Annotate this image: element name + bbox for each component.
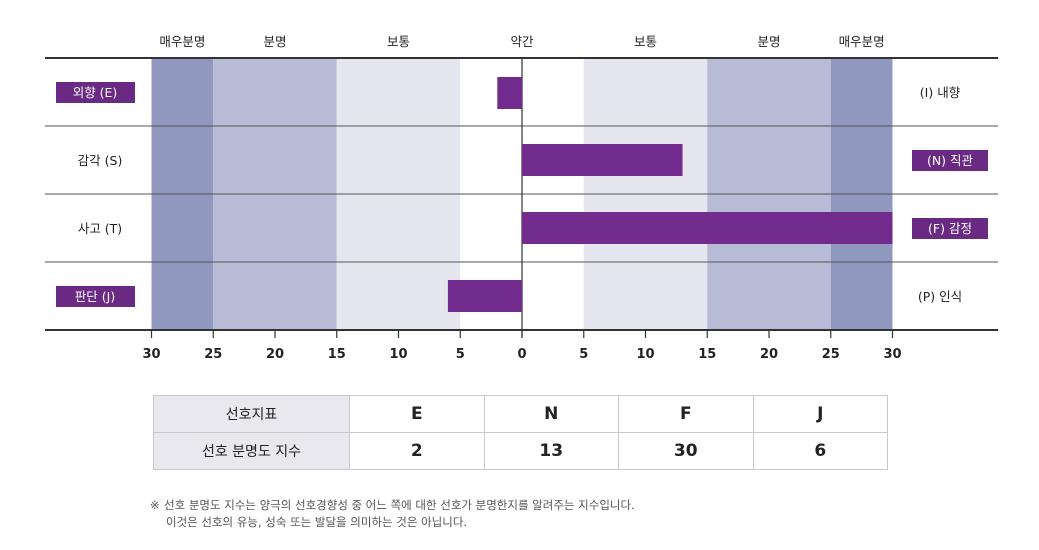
right-label: (F) 감정 [928, 221, 972, 236]
left-label: 판단 (J) [75, 289, 115, 304]
x-tick-label: 25 [822, 347, 840, 362]
x-tick-label: 15 [698, 347, 716, 362]
footnote-text-1: 선호 분명도 지수는 양극의 선호경향성 중 어느 쪽에 대한 선호가 분명한지… [164, 498, 635, 512]
table-cell: 13 [483, 432, 619, 470]
footnote-line-2: 이것은 선호의 유능, 성숙 또는 발달을 의미하는 것은 아닙니다. [166, 515, 468, 529]
left-label: 감각 (S) [78, 153, 123, 168]
table-cell: J [752, 395, 888, 433]
x-tick-label: 10 [636, 347, 654, 362]
footnote-mark: ※ [150, 498, 160, 512]
zone-label: 분명 [263, 34, 286, 49]
right-label-bg [912, 218, 988, 239]
zone-label: 매우분명 [839, 34, 885, 49]
x-tick-label: 20 [266, 347, 284, 362]
x-tick-label: 0 [517, 347, 526, 362]
table-cell: 6 [752, 432, 888, 470]
zone-label: 보통 [634, 34, 657, 49]
x-tick-label: 30 [883, 347, 901, 362]
table-header-clarity-index: 선호 분명도 지수 [153, 432, 350, 470]
table-cell: F [618, 395, 754, 433]
left-label: 외향 (E) [73, 85, 118, 100]
zone-label: 보통 [387, 34, 410, 49]
right-label: (N) 직관 [927, 153, 974, 168]
x-tick-label: 30 [142, 347, 160, 362]
x-tick-label: 5 [579, 347, 588, 362]
table-cell: 30 [618, 432, 754, 470]
right-label: (I) 내향 [920, 85, 961, 100]
table-header-preference: 선호지표 [153, 395, 350, 433]
table-cell: N [483, 395, 619, 433]
x-tick-label: 25 [204, 347, 222, 362]
bar [497, 77, 522, 109]
table-row: 선호지표 E N F J [153, 395, 888, 433]
table-row: 선호 분명도 지수 2 13 30 6 [153, 432, 888, 470]
table-cell: 2 [349, 432, 485, 470]
bar [522, 144, 683, 176]
x-tick-label: 15 [328, 347, 346, 362]
x-tick-label: 5 [456, 347, 465, 362]
left-label-bg [56, 82, 135, 103]
zone-label: 약간 [510, 34, 534, 49]
left-label-bg [56, 286, 135, 307]
preference-table: 선호지표 E N F J 선호 분명도 지수 2 13 30 6 [153, 395, 888, 470]
right-label: (P) 인식 [918, 289, 962, 304]
table-cell: E [349, 395, 485, 433]
footnote-line-1: ※ 선호 분명도 지수는 양극의 선호경향성 중 어느 쪽에 대한 선호가 분명한… [150, 497, 635, 514]
zone-label: 분명 [757, 34, 780, 49]
left-label: 사고 (T) [78, 221, 122, 236]
footnote: ※ 선호 분명도 지수는 양극의 선호경향성 중 어느 쪽에 대한 선호가 분명한… [150, 497, 635, 531]
right-label-bg [912, 150, 988, 171]
bar [447, 280, 522, 312]
x-tick-label: 10 [389, 347, 407, 362]
bar [522, 212, 893, 244]
zone-label: 매우분명 [159, 34, 205, 49]
x-tick-label: 20 [760, 347, 778, 362]
